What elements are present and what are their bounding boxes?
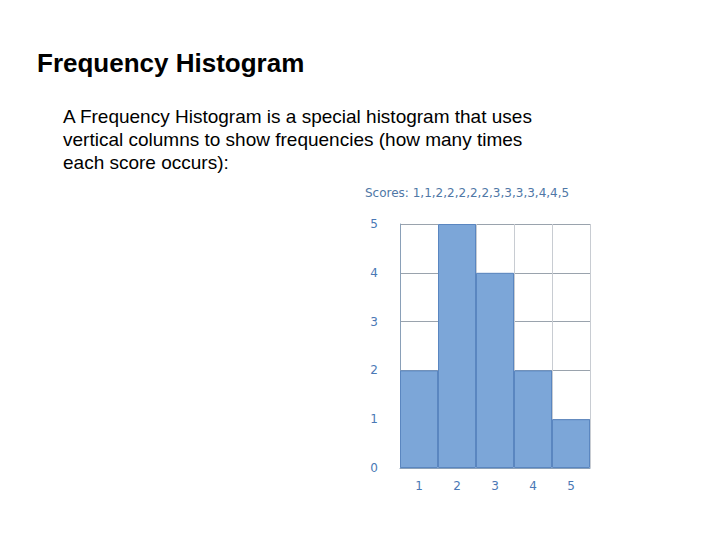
svg-text:Scores: 1,1,2,2,2,2,2,3,3,3,3,: Scores: 1,1,2,2,2,2,2,3,3,3,3,4,4,5	[365, 186, 569, 200]
svg-text:4: 4	[529, 479, 537, 493]
svg-text:3: 3	[491, 479, 499, 493]
html-text:A Frequency Histogram is a spe: A Frequency Histogram is a special histo…	[63, 106, 532, 127]
html-text:vertical columns to show frequ: vertical columns to show frequencies (ho…	[63, 129, 523, 150]
svg-text:4: 4	[370, 266, 378, 280]
svg-text:5: 5	[370, 217, 378, 231]
svg-text:0: 0	[370, 461, 378, 475]
svg-text:2: 2	[370, 363, 378, 377]
html-text:Frequency Histogram: Frequency Histogram	[37, 48, 305, 78]
svg-text:3: 3	[370, 315, 378, 329]
html-text:each score occurs):: each score occurs):	[63, 152, 229, 173]
svg-text:1: 1	[415, 479, 423, 493]
svg-text:1: 1	[370, 412, 378, 426]
svg-text:2: 2	[453, 479, 461, 493]
svg-text:5: 5	[567, 479, 575, 493]
